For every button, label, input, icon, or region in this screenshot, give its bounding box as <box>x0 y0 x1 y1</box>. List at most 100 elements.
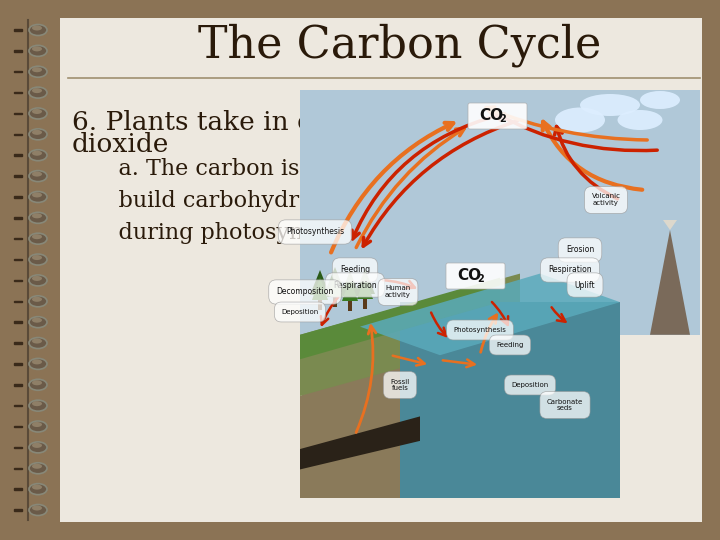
FancyBboxPatch shape <box>18 18 702 522</box>
FancyArrow shape <box>14 217 22 219</box>
FancyArrow shape <box>14 113 22 114</box>
FancyBboxPatch shape <box>348 296 352 311</box>
Ellipse shape <box>29 442 47 453</box>
FancyArrow shape <box>14 488 22 490</box>
Ellipse shape <box>32 213 42 218</box>
Text: Deposition: Deposition <box>511 382 549 388</box>
Ellipse shape <box>32 276 42 281</box>
Ellipse shape <box>29 45 47 56</box>
Polygon shape <box>357 276 373 299</box>
Ellipse shape <box>32 234 42 239</box>
Polygon shape <box>663 220 677 230</box>
Ellipse shape <box>618 110 662 130</box>
FancyBboxPatch shape <box>318 295 322 310</box>
Ellipse shape <box>29 296 47 307</box>
Ellipse shape <box>29 316 47 328</box>
Text: CO: CO <box>479 107 503 123</box>
Ellipse shape <box>29 359 47 369</box>
Text: Fossil
fuels: Fossil fuels <box>390 379 410 392</box>
Ellipse shape <box>29 400 47 411</box>
FancyArrow shape <box>14 280 22 281</box>
FancyArrow shape <box>14 509 22 511</box>
Ellipse shape <box>32 422 42 427</box>
Ellipse shape <box>32 380 42 385</box>
Text: Carbonate
seds: Carbonate seds <box>547 399 583 411</box>
Ellipse shape <box>29 150 47 161</box>
FancyArrow shape <box>14 447 22 448</box>
FancyArrow shape <box>14 154 22 156</box>
Polygon shape <box>325 267 345 292</box>
Ellipse shape <box>32 46 42 51</box>
Polygon shape <box>300 274 520 396</box>
Ellipse shape <box>29 379 47 390</box>
Polygon shape <box>342 278 358 301</box>
FancyBboxPatch shape <box>300 90 700 335</box>
Text: Feeding: Feeding <box>496 342 523 348</box>
Ellipse shape <box>32 318 42 323</box>
Text: Deposition: Deposition <box>282 309 319 315</box>
Ellipse shape <box>555 107 605 132</box>
Polygon shape <box>340 271 360 296</box>
Ellipse shape <box>32 151 42 156</box>
FancyArrow shape <box>14 405 22 407</box>
FancyBboxPatch shape <box>446 263 505 289</box>
Ellipse shape <box>29 66 47 77</box>
Ellipse shape <box>32 172 42 177</box>
FancyArrow shape <box>14 384 22 386</box>
Ellipse shape <box>29 87 47 98</box>
Text: Respiration: Respiration <box>333 280 377 289</box>
FancyBboxPatch shape <box>363 294 367 309</box>
FancyArrow shape <box>14 92 22 93</box>
Ellipse shape <box>29 108 47 119</box>
Polygon shape <box>310 270 330 295</box>
Ellipse shape <box>29 24 47 36</box>
Ellipse shape <box>29 275 47 286</box>
Polygon shape <box>355 269 375 294</box>
Text: Feeding: Feeding <box>340 266 370 274</box>
Polygon shape <box>360 274 620 355</box>
Ellipse shape <box>32 484 42 490</box>
FancyArrow shape <box>14 363 22 364</box>
Ellipse shape <box>29 484 47 495</box>
Ellipse shape <box>32 360 42 365</box>
FancyArrow shape <box>14 259 22 260</box>
Text: 2: 2 <box>477 274 484 284</box>
FancyArrow shape <box>14 50 22 52</box>
Ellipse shape <box>32 464 42 469</box>
Ellipse shape <box>29 254 47 265</box>
Polygon shape <box>327 274 343 297</box>
Ellipse shape <box>32 401 42 406</box>
FancyBboxPatch shape <box>18 18 60 522</box>
Text: Human
activity: Human activity <box>385 286 411 299</box>
Polygon shape <box>300 343 420 498</box>
FancyArrow shape <box>14 238 22 239</box>
FancyArrow shape <box>14 196 22 198</box>
Text: CO: CO <box>457 267 481 282</box>
Ellipse shape <box>580 94 640 116</box>
Ellipse shape <box>32 339 42 343</box>
Polygon shape <box>300 416 420 469</box>
FancyArrow shape <box>14 321 22 323</box>
Text: Photosynthesis: Photosynthesis <box>454 327 506 333</box>
Text: Decomposition: Decomposition <box>276 287 333 296</box>
FancyBboxPatch shape <box>333 292 337 307</box>
Ellipse shape <box>29 192 47 202</box>
Text: Photosynthesis: Photosynthesis <box>286 227 344 237</box>
Ellipse shape <box>29 463 47 474</box>
Ellipse shape <box>640 91 680 109</box>
Text: dioxide: dioxide <box>72 132 169 157</box>
Text: Erosion: Erosion <box>566 246 594 254</box>
Ellipse shape <box>29 171 47 181</box>
Ellipse shape <box>32 68 42 72</box>
Ellipse shape <box>32 255 42 260</box>
Text: Respiration: Respiration <box>548 266 592 274</box>
Text: Uplift: Uplift <box>575 280 595 289</box>
Text: 6. Plants take in carbon: 6. Plants take in carbon <box>72 110 390 135</box>
Ellipse shape <box>29 212 47 224</box>
FancyArrow shape <box>14 133 22 135</box>
Ellipse shape <box>32 88 42 93</box>
FancyArrow shape <box>14 71 22 72</box>
FancyBboxPatch shape <box>468 103 527 129</box>
Ellipse shape <box>32 25 42 30</box>
FancyArrow shape <box>14 342 22 344</box>
